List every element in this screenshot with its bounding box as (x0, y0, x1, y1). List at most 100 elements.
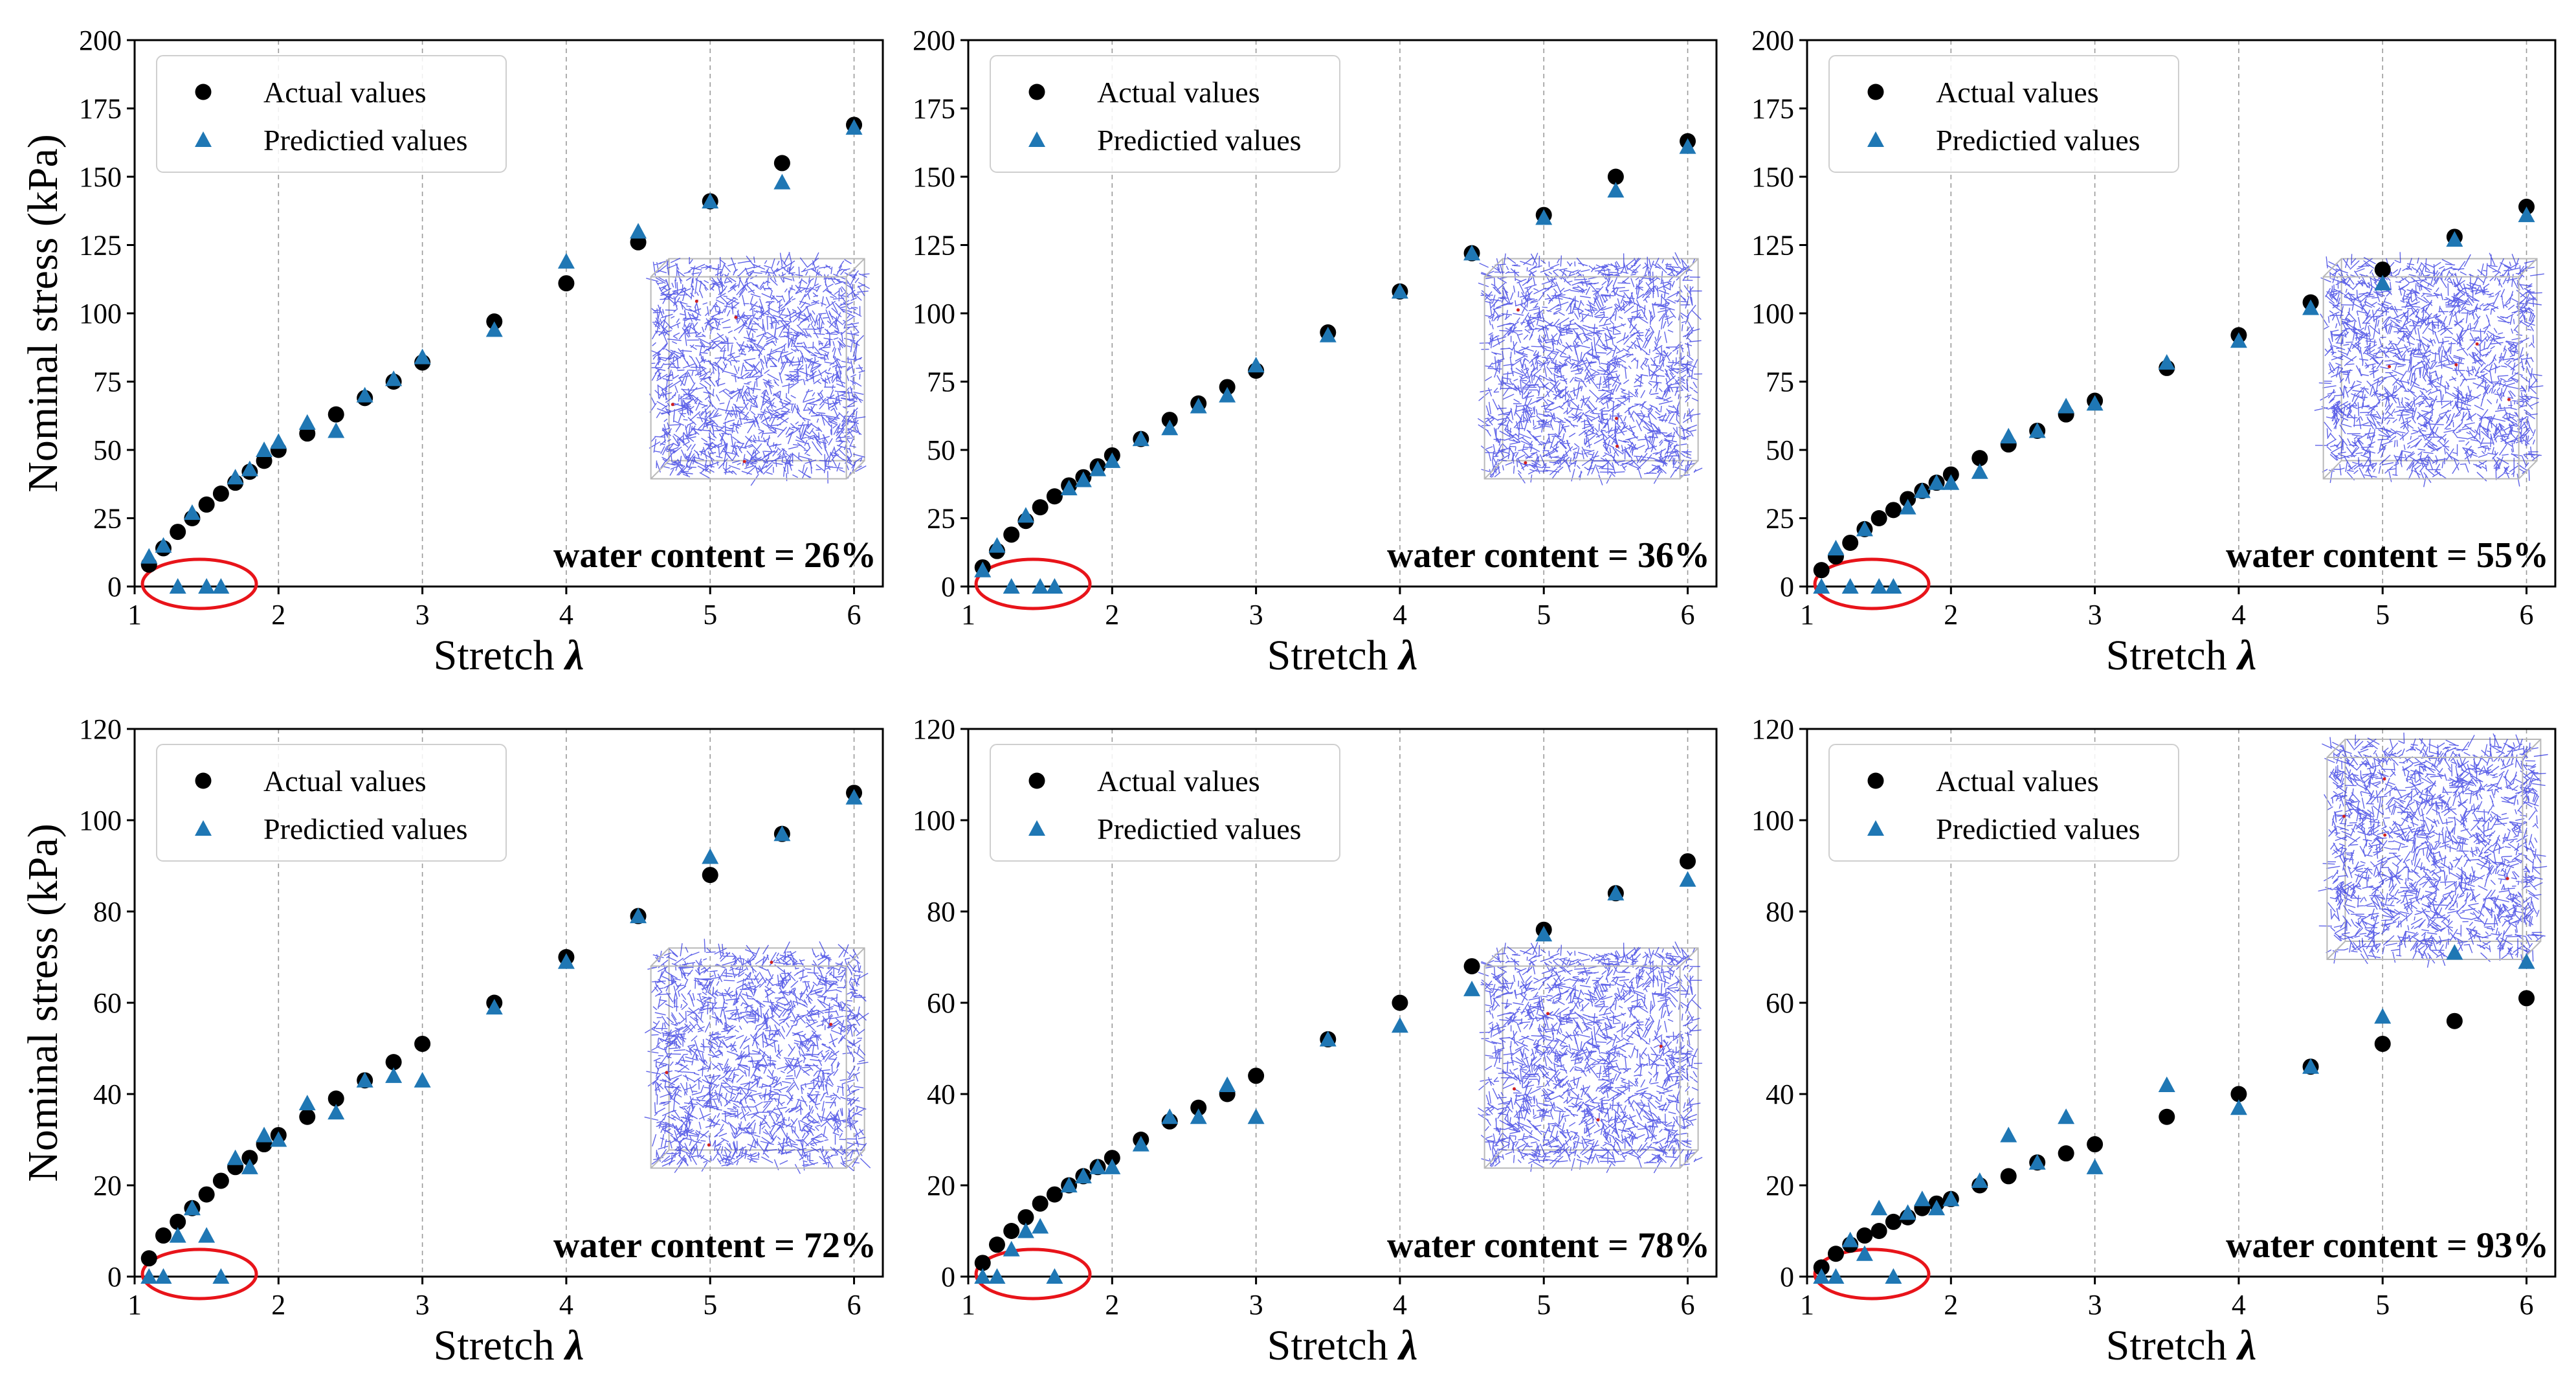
predicted-point (1319, 326, 1337, 342)
y-tick-label: 175 (913, 93, 955, 125)
predicted-point (414, 1071, 431, 1088)
x-tick-label: 5 (1537, 599, 1551, 631)
predicted-point (1928, 474, 1946, 490)
actual-point (414, 1035, 431, 1052)
predicted-point (256, 1126, 273, 1143)
actual-point (1190, 1099, 1207, 1116)
y-tick-label: 75 (927, 366, 955, 398)
actual-point (198, 1186, 215, 1203)
predicted-point (1391, 1017, 1408, 1033)
predicted-point (1813, 1268, 1830, 1284)
predicted-point (140, 1268, 158, 1284)
y-tick-label: 60 (927, 987, 955, 1019)
x-axis-label: Stretch λ (434, 1322, 584, 1369)
actual-point (1003, 1223, 1020, 1239)
predicted-point (227, 1149, 244, 1165)
x-tick-label: 5 (2375, 599, 2390, 631)
network-crosslink (665, 1071, 669, 1075)
x-tick-label: 4 (2232, 1289, 2246, 1321)
y-tick-label: 0 (941, 571, 955, 603)
predicted-point (1913, 482, 1931, 498)
polymer-network (2318, 732, 2548, 968)
predicted-point (356, 386, 373, 403)
y-tick-label: 0 (1780, 1261, 1794, 1293)
actual-point (1827, 1246, 1844, 1262)
predicted-point (2028, 1154, 2046, 1170)
predicted-point (630, 908, 647, 924)
actual-point (212, 486, 229, 502)
water-content-annotation: water content = 78% (1387, 1225, 1710, 1266)
predicted-point (298, 414, 316, 430)
polymer-network (646, 252, 870, 486)
network-crosslink (1516, 308, 1520, 312)
network-crosslink (742, 460, 746, 464)
predicted-point (1219, 386, 1236, 403)
predicted-point (198, 1227, 216, 1243)
legend: Actual values Predictied values (156, 55, 507, 173)
legend-label-actual: Actual values (1097, 765, 1260, 798)
x-axis-label-text: Stretch (2106, 632, 2237, 679)
y-tick-label: 150 (79, 161, 122, 193)
predicted-point (169, 1227, 186, 1243)
predicted-point (1827, 539, 1845, 555)
x-axis-label-symbol: λ (2236, 632, 2256, 679)
x-tick-label: 1 (961, 599, 975, 631)
network-crosslink (2505, 877, 2509, 880)
legend-marker-predicted (1867, 820, 1884, 836)
x-axis-label-symbol: λ (1397, 1322, 1417, 1369)
x-axis-label-symbol: λ (563, 1322, 584, 1369)
legend-box (1828, 55, 2179, 173)
network-crosslink (1615, 416, 1618, 420)
x-tick-label: 5 (2375, 1289, 2390, 1321)
predicted-point (773, 825, 791, 842)
x-tick-label: 4 (1393, 1289, 1407, 1321)
predicted-point (1017, 507, 1034, 523)
network-crosslink (1659, 1044, 1663, 1048)
network-crosslink (671, 403, 674, 407)
legend: Actual values Predictied values (990, 744, 1340, 862)
x-axis-label-symbol: λ (2236, 1322, 2256, 1369)
legend-label-actual: Actual values (1936, 765, 2099, 798)
inset-box-front (1483, 965, 1681, 1169)
predicted-point (1319, 1031, 1337, 1047)
actual-point (328, 1090, 344, 1107)
legend-marker-predicted (195, 820, 212, 836)
predicted-point (1913, 1191, 1931, 1207)
predicted-point (2302, 299, 2320, 315)
legend: Actual values Predictied values (156, 744, 507, 862)
legend-marker-actual (1867, 772, 1884, 789)
actual-point (1003, 526, 1020, 543)
network-crosslink (2388, 364, 2392, 368)
x-tick-label: 1 (128, 599, 142, 631)
network-inset-image (2318, 732, 2548, 968)
actual-point (1971, 450, 1988, 467)
x-axis-label-text: Stretch (434, 1322, 565, 1369)
x-tick-label: 1 (128, 1289, 142, 1321)
x-tick-label: 6 (847, 599, 861, 631)
predicted-point (1679, 138, 1696, 154)
predicted-point (1885, 1268, 1902, 1284)
highlight-ellipse (1813, 557, 1931, 610)
polymer-network (1477, 941, 1703, 1174)
y-tick-label: 80 (1766, 896, 1794, 928)
predicted-point (1535, 926, 1553, 942)
inset-box-edges (1483, 947, 1699, 1169)
water-content-annotation: water content = 26% (553, 535, 876, 576)
predicted-point (1942, 474, 1960, 490)
legend-box (156, 55, 507, 173)
x-tick-label: 3 (1249, 1289, 1263, 1321)
inset-box-edges (2322, 258, 2538, 480)
predicted-point (1928, 1200, 1946, 1216)
predicted-point (241, 460, 258, 476)
x-tick-label: 2 (1944, 1289, 1958, 1321)
predicted-point (155, 1268, 172, 1284)
predicted-point (702, 192, 719, 209)
actual-point (1885, 1213, 1902, 1230)
predicted-point (1046, 578, 1063, 594)
actual-point (198, 496, 215, 513)
predicted-point (155, 537, 172, 553)
predicted-point (1942, 1191, 1960, 1207)
inset-box-back (2340, 258, 2538, 462)
legend-label-predicted: Predictied values (1936, 812, 2140, 845)
